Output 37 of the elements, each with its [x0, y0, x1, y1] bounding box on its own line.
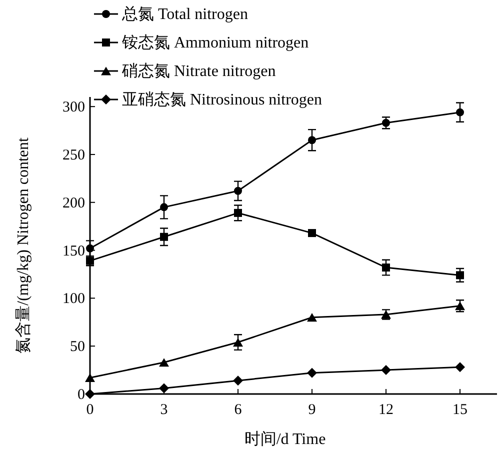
point [381, 365, 391, 376]
point [85, 389, 95, 399]
x-tick-label: 6 [234, 402, 242, 418]
point [307, 368, 317, 378]
point [85, 373, 95, 382]
point [234, 208, 242, 217]
y-tick-label: 100 [62, 291, 85, 308]
x-tick-label: 3 [160, 402, 168, 418]
point [456, 271, 464, 280]
y-tick-label: 150 [62, 243, 85, 260]
y-tick-label: 250 [62, 147, 85, 164]
y-tick-label: 200 [62, 195, 85, 212]
point [308, 136, 316, 144]
point [233, 376, 243, 386]
point [234, 186, 242, 195]
y-tick-label: 0 [78, 387, 85, 403]
x-axis-title: 时间/d Time [244, 430, 326, 448]
point [159, 358, 169, 367]
point [455, 362, 465, 372]
point [160, 232, 168, 241]
x-tick-label: 15 [452, 402, 468, 418]
x-tick-label: 9 [308, 402, 316, 418]
point [382, 264, 390, 272]
legend-label: 硝态氮 Nitrate nitrogen [121, 62, 276, 80]
point [307, 313, 317, 322]
point [233, 338, 243, 347]
y-tick-label: 50 [70, 339, 85, 356]
legend-label: 亚硝态氮 Nitrosinous nitrogen [122, 90, 322, 108]
y-tick-label: 300 [62, 100, 85, 116]
point [160, 203, 168, 212]
legend-label: 铵态氮 Ammonium nitrogen [121, 34, 309, 52]
point [456, 108, 464, 116]
point [308, 229, 316, 238]
x-tick-label: 12 [378, 402, 394, 418]
y-axis-title: 氮含量/(mg/kg) Nitrogen content [14, 136, 32, 354]
legend-label: 总氮 Total nitrogen [121, 5, 248, 23]
point [159, 383, 169, 394]
